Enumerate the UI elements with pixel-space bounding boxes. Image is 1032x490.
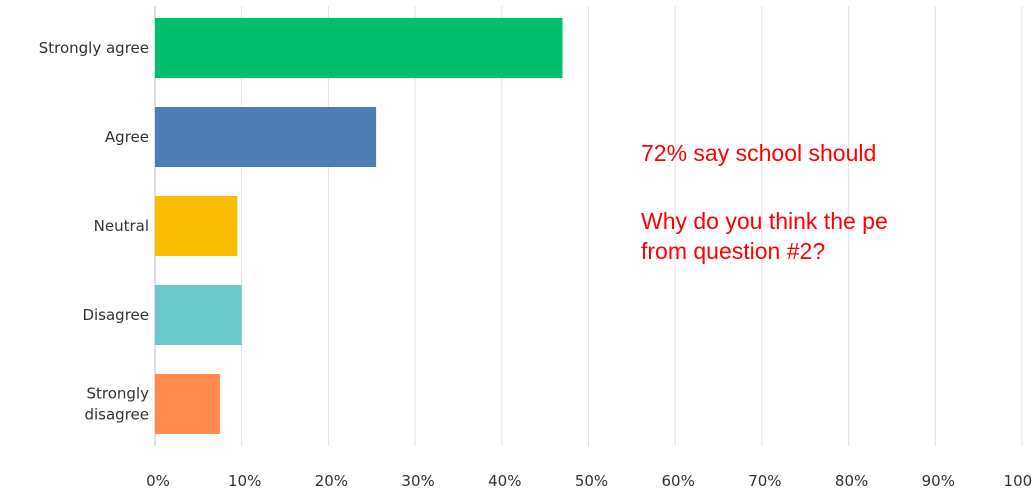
x-tick-label: 90%: [922, 472, 955, 490]
annotation-line-2: Why do you think the pe: [641, 208, 888, 234]
bar: [155, 18, 563, 78]
category-label: Neutral: [94, 217, 149, 235]
x-tick-label: 70%: [748, 472, 781, 490]
x-tick-labels: 0% 10% 20% 30% 40% 50% 60% 70% 80% 90% 100%: [146, 472, 1032, 490]
bars: [155, 18, 563, 434]
x-tick-label: 100%: [1004, 472, 1032, 490]
bar: [155, 285, 242, 345]
x-tick-label: 50%: [575, 472, 608, 490]
x-tick-label: 30%: [401, 472, 434, 490]
category-label: Strongly agree: [39, 39, 149, 57]
x-tick-label: 80%: [835, 472, 868, 490]
bar: [155, 374, 221, 434]
category-label: Agree: [105, 128, 149, 146]
x-tick-label: 40%: [488, 472, 521, 490]
category-labels: Strongly agree Agree Neutral Disagree Strong…: [39, 39, 149, 424]
bar: [155, 196, 238, 256]
category-label: Disagree: [82, 306, 149, 324]
x-tick-label: 20%: [315, 472, 348, 490]
category-label: Strongly: [87, 385, 150, 403]
annotation-line-1: 72% say school should: [641, 140, 877, 166]
bar: [155, 107, 377, 167]
x-tick-label: 60%: [662, 472, 695, 490]
gridlines: [154, 6, 1023, 446]
category-label: disagree: [84, 406, 149, 424]
x-tick-label: 0%: [146, 472, 170, 490]
x-tick-label: 10%: [228, 472, 261, 490]
annotation-line-3: from question #2?: [641, 238, 826, 264]
